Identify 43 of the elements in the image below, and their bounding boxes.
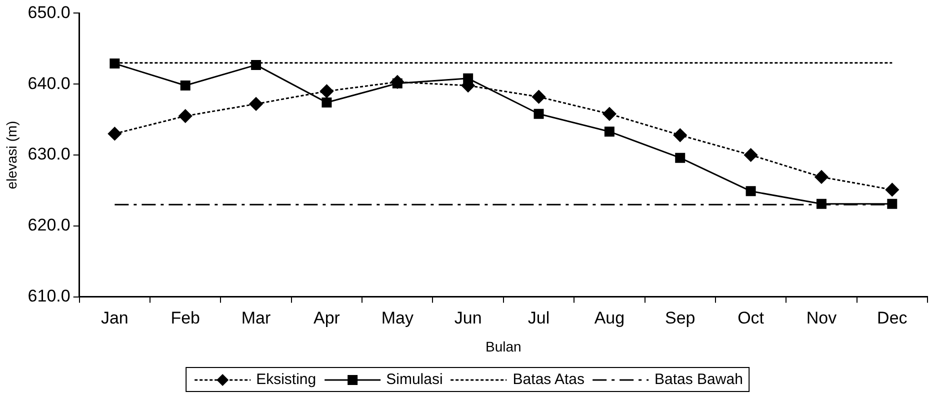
x-tick-label: Jan — [100, 308, 128, 328]
x-tick-label: Apr — [313, 308, 340, 328]
x-tick-label: Aug — [594, 308, 625, 328]
legend-label: Simulasi — [386, 371, 443, 388]
y-tick-label: 630.0 — [28, 144, 70, 164]
x-tick-label: Feb — [170, 308, 200, 328]
point — [178, 109, 192, 123]
x-tick-label: Dec — [877, 308, 908, 328]
legend-label: Batas Bawah — [654, 371, 743, 388]
point — [534, 108, 544, 119]
point — [673, 128, 687, 142]
y-axis-title: elevasi (m) — [3, 120, 20, 190]
x-tick-label: Oct — [738, 308, 764, 328]
y-tick-label: 640.0 — [28, 74, 70, 93]
point — [814, 170, 828, 184]
point — [744, 148, 758, 162]
point — [532, 90, 546, 104]
point — [746, 186, 756, 196]
point — [251, 60, 262, 70]
point — [675, 152, 686, 163]
point — [885, 182, 899, 196]
point — [887, 198, 898, 209]
point — [108, 126, 122, 140]
x-tick-label: May — [381, 308, 414, 328]
point — [602, 107, 616, 121]
point — [180, 80, 190, 91]
y-tick-label: 650.0 — [28, 2, 70, 22]
point — [110, 58, 120, 69]
x-tick-label: Mar — [241, 308, 272, 328]
x-axis-title: Bulan — [486, 338, 522, 354]
point — [320, 84, 334, 98]
point — [604, 126, 614, 137]
x-tick-label: Sep — [664, 308, 696, 328]
legend-label: Eksisting — [256, 371, 316, 388]
x-tick-label: Jul — [528, 308, 550, 328]
x-tick-label: Nov — [806, 308, 838, 328]
y-tick-label: 610.0 — [28, 286, 70, 306]
point — [249, 97, 263, 111]
x-tick-label: Jun — [454, 308, 482, 328]
legend-label: Batas Atas — [512, 371, 585, 388]
point — [463, 73, 474, 84]
y-tick-label: 620.0 — [28, 216, 70, 235]
point — [322, 98, 332, 108]
